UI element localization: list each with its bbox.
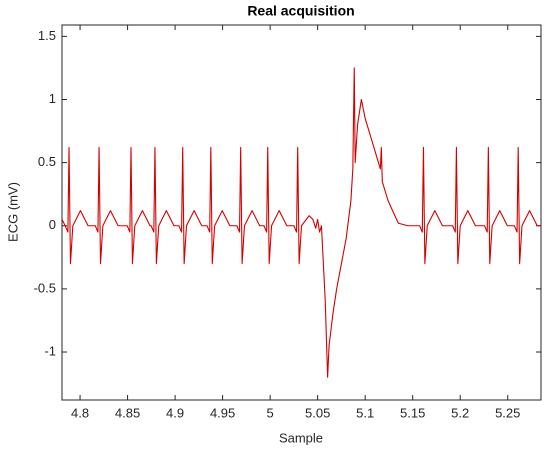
x-tick-label: 5.1 bbox=[356, 405, 374, 420]
x-tick-label: 5.15 bbox=[400, 405, 425, 420]
y-tick-label: 0.5 bbox=[38, 154, 56, 169]
y-tick-label: 0 bbox=[49, 217, 56, 232]
x-tick-label: 4.85 bbox=[115, 405, 140, 420]
y-tick-label: 1 bbox=[49, 91, 56, 106]
x-tick-label: 4.9 bbox=[166, 405, 184, 420]
x-tick-label: 5.2 bbox=[451, 405, 469, 420]
x-tick-label: 5 bbox=[267, 405, 274, 420]
x-tick-label: 5.25 bbox=[495, 405, 520, 420]
y-tick-label: 1.5 bbox=[38, 28, 56, 43]
x-axis-label: Sample bbox=[279, 430, 323, 445]
x-tick-label: 4.95 bbox=[210, 405, 235, 420]
ecg-line bbox=[61, 67, 541, 378]
chart-title: Real acquisition bbox=[247, 3, 354, 19]
y-tick-label: -1 bbox=[44, 343, 56, 358]
y-tick-label: -0.5 bbox=[34, 280, 56, 295]
x-tick-label: 5.05 bbox=[305, 405, 330, 420]
plot-frame bbox=[61, 24, 542, 401]
x-tick-label: 4.8 bbox=[71, 405, 89, 420]
y-axis-label: ECG (mV) bbox=[5, 182, 20, 242]
